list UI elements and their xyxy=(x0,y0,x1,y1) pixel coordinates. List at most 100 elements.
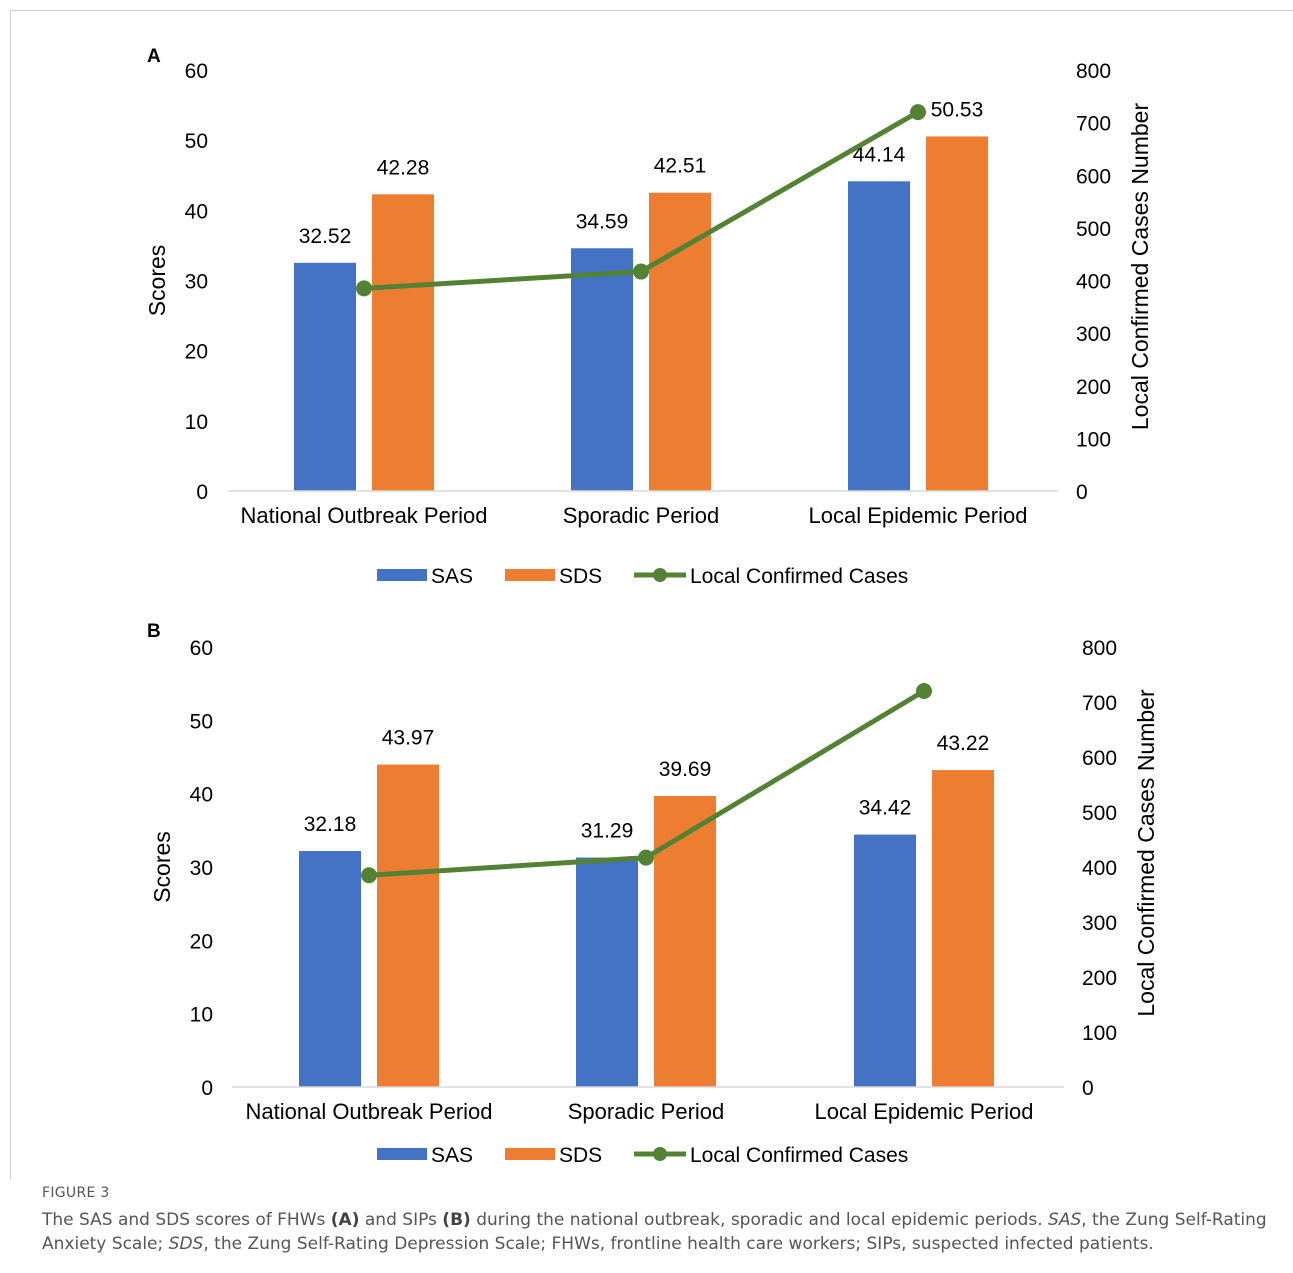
chart-b-bar-sas xyxy=(854,834,916,1087)
chart-a-ylabel-left: Scores xyxy=(144,245,170,317)
chart-a-bar-sas xyxy=(571,248,633,491)
chart-a-legend-label: SAS xyxy=(431,565,473,588)
chart-b-ytick-right: 200 xyxy=(1082,967,1117,990)
chart-a-ytick-left: 10 xyxy=(185,411,208,434)
figure-charts: A01020304050600100200300400500600700800S… xyxy=(144,46,1159,1167)
chart-b-ylabel-right: Local Confirmed Cases Number xyxy=(1133,689,1159,1017)
chart-b-ytick-right: 300 xyxy=(1082,912,1117,935)
chart-b-ytick-left: 10 xyxy=(190,1004,213,1027)
chart-b-ytick-left: 0 xyxy=(201,1077,213,1100)
chart-a-ytick-right: 600 xyxy=(1076,165,1111,188)
chart-a-ytick-right: 0 xyxy=(1076,481,1088,504)
chart-a-ytick-right: 400 xyxy=(1076,271,1111,294)
chart-b-bar-sas xyxy=(299,851,361,1087)
chart-a-bar-sas xyxy=(848,181,910,491)
chart-b-data-label: 43.97 xyxy=(382,727,435,750)
chart-a-ytick-left: 50 xyxy=(185,130,208,153)
caption-part: , the Zung Self-Rating Anxiety Scale; xyxy=(42,1210,1267,1254)
chart-b-line-point xyxy=(916,683,932,699)
chart-a-bar-sds xyxy=(372,194,434,491)
chart-a-data-label: 42.51 xyxy=(654,155,707,178)
caption-part: and SIPs xyxy=(359,1210,443,1230)
caption-italic-sds: SDS xyxy=(168,1234,204,1254)
chart-a-ytick-right: 700 xyxy=(1076,113,1111,136)
chart-a-ylabel-right: Local Confirmed Cases Number xyxy=(1127,103,1153,431)
chart-a-ytick-right: 500 xyxy=(1076,218,1111,241)
chart-b-bar-sas xyxy=(576,857,638,1087)
chart-b-ytick-right: 800 xyxy=(1082,637,1117,660)
chart-b-data-label: 39.69 xyxy=(659,758,712,781)
caption-part: The SAS and SDS scores of FHWs xyxy=(42,1210,331,1230)
chart-b-bar-sds xyxy=(654,795,716,1087)
chart-a-legend-swatch-sas xyxy=(377,569,427,581)
chart-b-data-label: 34.42 xyxy=(859,797,912,820)
chart-a-category-label: National Outbreak Period xyxy=(240,503,487,528)
chart-a-legend-swatch-marker xyxy=(653,568,667,582)
chart-a-ytick-right: 300 xyxy=(1076,323,1111,346)
caption-part: during the national outbreak, sporadic a… xyxy=(470,1210,1049,1230)
chart-a-bar-sds xyxy=(926,136,988,492)
chart-a-panel-label: A xyxy=(147,46,161,67)
chart-a-legend-swatch-sds xyxy=(505,569,555,581)
chart-a-ytick-left: 0 xyxy=(196,481,208,504)
chart-b-ytick-left: 50 xyxy=(190,710,213,733)
chart-b-line-point xyxy=(638,849,654,866)
chart-b-legend-label: SAS xyxy=(431,1144,473,1167)
chart-a-line-local-confirmed-cases xyxy=(363,109,920,291)
caption-italic-sas: SAS xyxy=(1048,1210,1082,1230)
chart-b-ytick-right: 0 xyxy=(1082,1077,1094,1100)
chart-a-ytick-right: 100 xyxy=(1076,428,1111,451)
chart-a-line-point xyxy=(633,263,649,280)
chart-b-legend-label: SDS xyxy=(559,1144,602,1167)
chart-b-legend-swatch-sas xyxy=(377,1148,427,1160)
chart-b-ytick-right: 700 xyxy=(1082,692,1117,715)
chart-a-ytick-left: 30 xyxy=(185,271,208,294)
chart-b-bar-sds xyxy=(932,770,994,1087)
chart-b-ytick-right: 100 xyxy=(1082,1022,1117,1045)
chart-a-data-label: 32.52 xyxy=(299,225,352,248)
chart-b-category-label: National Outbreak Period xyxy=(245,1099,492,1124)
chart-a-ytick-left: 60 xyxy=(185,60,208,83)
caption-bold-a: (A) xyxy=(330,1210,360,1230)
chart-a-bar-sas xyxy=(294,262,356,491)
chart-b-ytick-left: 20 xyxy=(190,930,213,953)
chart-b-data-label: 32.18 xyxy=(304,813,357,836)
chart-b-legend-swatch-marker xyxy=(653,1147,667,1161)
figure-label: FIGURE 3 xyxy=(42,1185,110,1201)
chart-b-ytick-right: 600 xyxy=(1082,747,1117,770)
chart-b-legend-swatch-sds xyxy=(505,1148,555,1160)
chart-b-ylabel-left: Scores xyxy=(149,831,175,903)
chart-a-data-label: 50.53 xyxy=(931,98,984,121)
chart-a-data-label: 42.28 xyxy=(377,156,430,179)
chart-b-ytick-left: 60 xyxy=(190,637,213,660)
chart-b-category-label: Local Epidemic Period xyxy=(815,1099,1034,1124)
chart-b-line-local-confirmed-cases xyxy=(368,688,926,878)
caption-bold-b: (B) xyxy=(442,1210,471,1230)
chart-a-line-point xyxy=(910,104,926,121)
chart-b-data-label: 43.22 xyxy=(937,732,990,755)
chart-b-legend-label: Local Confirmed Cases xyxy=(690,1144,908,1167)
chart-a-line-point xyxy=(356,280,372,297)
caption-part: , the Zung Self-Rating Depression Scale;… xyxy=(203,1234,1154,1254)
chart-a-data-label: 44.14 xyxy=(853,143,906,166)
chart-a-ytick-right: 200 xyxy=(1076,376,1111,399)
chart-b-ytick-left: 40 xyxy=(190,784,213,807)
chart-b-line-point xyxy=(361,867,377,884)
chart-a-ytick-right: 800 xyxy=(1076,60,1111,83)
chart-a-ytick-left: 20 xyxy=(185,341,208,364)
chart-a-legend-label: Local Confirmed Cases xyxy=(690,565,908,588)
figure-caption: The SAS and SDS scores of FHWs (A) and S… xyxy=(42,1208,1272,1256)
chart-a-legend-label: SDS xyxy=(559,565,602,588)
chart-b-ytick-right: 400 xyxy=(1082,857,1117,880)
chart-a-category-label: Local Epidemic Period xyxy=(809,503,1028,528)
chart-b-category-label: Sporadic Period xyxy=(568,1099,725,1124)
chart-a-data-label: 34.59 xyxy=(576,210,629,233)
chart-b-panel-label: B xyxy=(147,621,161,642)
chart-b-bar-sds xyxy=(377,764,439,1087)
chart-a-bar-sds xyxy=(649,192,711,491)
figure-frame xyxy=(10,10,1293,1180)
chart-b-ytick-right: 500 xyxy=(1082,802,1117,825)
chart-a-ytick-left: 40 xyxy=(185,200,208,223)
chart-a-category-label: Sporadic Period xyxy=(563,503,720,528)
chart-b-ytick-left: 30 xyxy=(190,857,213,880)
